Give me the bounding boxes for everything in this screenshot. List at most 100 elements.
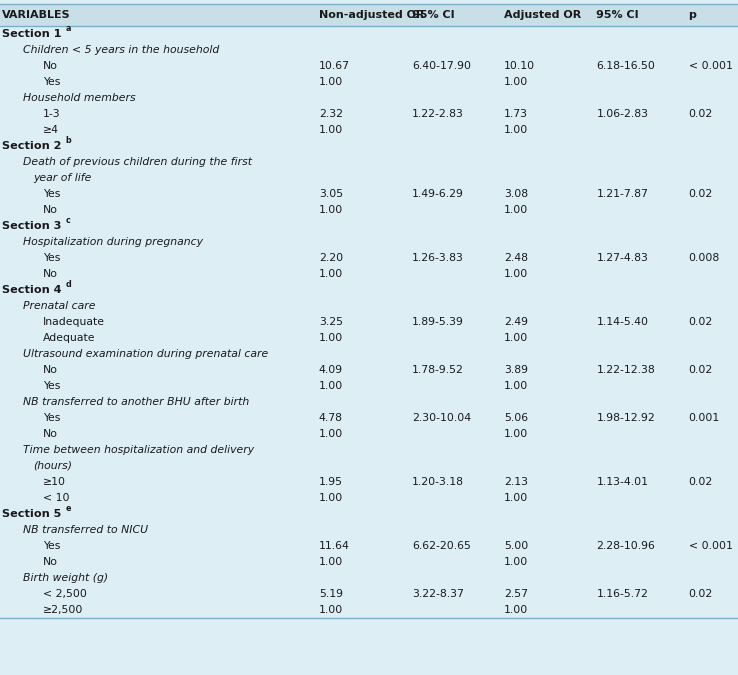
Text: 11.64: 11.64: [319, 541, 350, 551]
Bar: [0, 234, 738, 250]
Text: Household members: Household members: [23, 93, 136, 103]
Text: 1.98-12.92: 1.98-12.92: [596, 413, 655, 423]
Text: No: No: [43, 429, 58, 439]
Bar: [0, 202, 738, 218]
Text: 3.25: 3.25: [319, 317, 343, 327]
Text: 1.14-5.40: 1.14-5.40: [596, 317, 648, 327]
Text: 1.21-7.87: 1.21-7.87: [596, 189, 648, 199]
Bar: [0, 602, 738, 618]
Text: Hospitalization during pregnancy: Hospitalization during pregnancy: [23, 237, 203, 247]
Text: ≥4: ≥4: [43, 125, 59, 135]
Bar: [0, 346, 738, 362]
Text: 1.13-4.01: 1.13-4.01: [596, 477, 648, 487]
Bar: [0, 378, 738, 394]
Text: 1.16-5.72: 1.16-5.72: [596, 589, 648, 599]
Bar: [0, 266, 738, 282]
Text: 1.78-9.52: 1.78-9.52: [412, 365, 463, 375]
Text: 2.32: 2.32: [319, 109, 343, 119]
Text: NB transferred to another BHU after birth: NB transferred to another BHU after birt…: [23, 397, 249, 407]
Bar: [0, 410, 738, 426]
Bar: [0, 122, 738, 138]
Text: Yes: Yes: [43, 77, 61, 87]
Text: 1.00: 1.00: [319, 77, 343, 87]
Bar: [0, 554, 738, 570]
Text: 1.26-3.83: 1.26-3.83: [412, 253, 463, 263]
Text: 1.00: 1.00: [319, 269, 343, 279]
Bar: [0, 106, 738, 122]
Text: 1.22-12.38: 1.22-12.38: [596, 365, 655, 375]
Text: 1.00: 1.00: [504, 429, 528, 439]
Text: 4.78: 4.78: [319, 413, 343, 423]
Text: 1.49-6.29: 1.49-6.29: [412, 189, 463, 199]
Bar: [0, 74, 738, 90]
Text: No: No: [43, 61, 58, 71]
Bar: [0, 4, 738, 26]
Bar: [0, 330, 738, 346]
Text: Birth weight (g): Birth weight (g): [23, 573, 108, 583]
Text: 0.02: 0.02: [689, 365, 713, 375]
Text: d: d: [66, 280, 71, 290]
Bar: [0, 90, 738, 106]
Text: a: a: [66, 24, 71, 33]
Text: 6.18-16.50: 6.18-16.50: [596, 61, 655, 71]
Text: 0.02: 0.02: [689, 109, 713, 119]
Text: 95% CI: 95% CI: [412, 10, 455, 20]
Text: 1.00: 1.00: [319, 605, 343, 615]
Text: 3.89: 3.89: [504, 365, 528, 375]
Text: 1.00: 1.00: [504, 125, 528, 135]
Text: < 2,500: < 2,500: [43, 589, 86, 599]
Text: 1.00: 1.00: [504, 77, 528, 87]
Text: 1.06-2.83: 1.06-2.83: [596, 109, 648, 119]
Text: 2.20: 2.20: [319, 253, 343, 263]
Text: 1.00: 1.00: [504, 205, 528, 215]
Text: 3.22-8.37: 3.22-8.37: [412, 589, 463, 599]
Text: Prenatal care: Prenatal care: [23, 301, 95, 311]
Text: 1.00: 1.00: [319, 429, 343, 439]
Bar: [0, 362, 738, 378]
Text: 5.06: 5.06: [504, 413, 528, 423]
Text: b: b: [66, 136, 71, 145]
Text: 1.00: 1.00: [319, 381, 343, 391]
Text: 1.00: 1.00: [504, 557, 528, 567]
Text: Death of previous children during the first: Death of previous children during the fi…: [23, 157, 252, 167]
Bar: [0, 42, 738, 58]
Text: 0.02: 0.02: [689, 477, 713, 487]
Text: 10.10: 10.10: [504, 61, 535, 71]
Text: 1.00: 1.00: [504, 333, 528, 343]
Text: 3.08: 3.08: [504, 189, 528, 199]
Text: 6.62-20.65: 6.62-20.65: [412, 541, 471, 551]
Bar: [0, 426, 738, 442]
Bar: [0, 394, 738, 410]
Text: Section 3: Section 3: [2, 221, 62, 231]
Text: 10.67: 10.67: [319, 61, 350, 71]
Text: 1.27-4.83: 1.27-4.83: [596, 253, 648, 263]
Text: 3.05: 3.05: [319, 189, 343, 199]
Text: Yes: Yes: [43, 381, 61, 391]
Text: Adequate: Adequate: [43, 333, 95, 343]
Bar: [0, 458, 738, 474]
Bar: [0, 506, 738, 522]
Text: 0.02: 0.02: [689, 317, 713, 327]
Text: Yes: Yes: [43, 413, 61, 423]
Text: 2.13: 2.13: [504, 477, 528, 487]
Bar: [0, 314, 738, 330]
Text: 1.00: 1.00: [319, 125, 343, 135]
Text: Section 2: Section 2: [2, 141, 62, 151]
Text: Section 1: Section 1: [2, 29, 62, 39]
Text: 0.008: 0.008: [689, 253, 720, 263]
Text: 6.40-17.90: 6.40-17.90: [412, 61, 471, 71]
Bar: [0, 26, 738, 42]
Text: ≥2,500: ≥2,500: [43, 605, 83, 615]
Text: Adjusted OR: Adjusted OR: [504, 10, 582, 20]
Text: 2.30-10.04: 2.30-10.04: [412, 413, 471, 423]
Text: c: c: [66, 217, 70, 225]
Text: ≥10: ≥10: [43, 477, 66, 487]
Bar: [0, 538, 738, 554]
Bar: [0, 186, 738, 202]
Text: 2.49: 2.49: [504, 317, 528, 327]
Bar: [0, 522, 738, 538]
Text: Non-adjusted OR: Non-adjusted OR: [319, 10, 424, 20]
Text: Section 4: Section 4: [2, 285, 62, 295]
Text: 5.00: 5.00: [504, 541, 528, 551]
Text: 5.19: 5.19: [319, 589, 343, 599]
